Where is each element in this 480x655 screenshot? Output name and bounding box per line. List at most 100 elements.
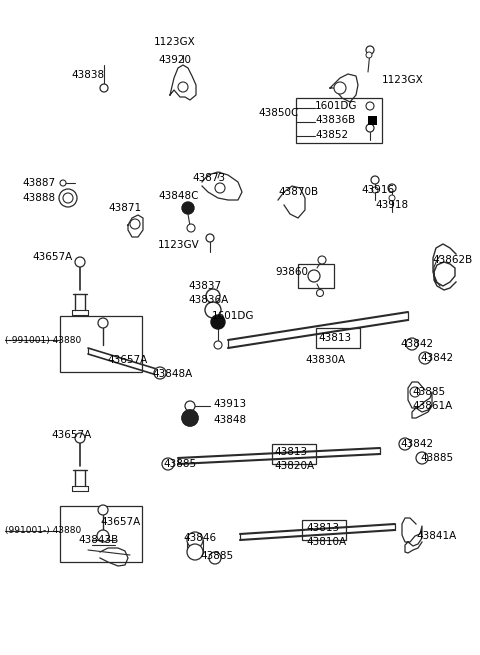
Text: 1601DG: 1601DG [315, 101, 358, 111]
Bar [296, 98, 382, 143]
Text: 43848: 43848 [213, 415, 246, 425]
Text: 43836A: 43836A [188, 295, 228, 305]
Text: 43838: 43838 [72, 70, 105, 80]
Bar [316, 328, 360, 348]
Circle shape [366, 46, 374, 54]
Text: 43836B: 43836B [315, 115, 355, 125]
Bar [298, 264, 334, 288]
Circle shape [182, 410, 198, 426]
Text: 43888: 43888 [22, 193, 55, 203]
Text: 43842: 43842 [400, 339, 433, 349]
Circle shape [206, 234, 214, 242]
Text: (991001-) 43880: (991001-) 43880 [5, 525, 81, 534]
Text: 43657A: 43657A [33, 252, 73, 262]
Circle shape [416, 452, 428, 464]
Circle shape [75, 433, 85, 443]
Text: 43843B: 43843B [78, 535, 118, 545]
Circle shape [366, 52, 372, 58]
Text: 43887: 43887 [22, 178, 55, 188]
Bar [272, 444, 316, 464]
Text: 43813: 43813 [318, 333, 351, 343]
Circle shape [366, 102, 374, 110]
Circle shape [182, 202, 194, 214]
Text: 43885: 43885 [200, 551, 233, 561]
Text: 43913: 43913 [213, 399, 246, 409]
Circle shape [60, 180, 66, 186]
Circle shape [214, 341, 222, 349]
Text: 43842: 43842 [420, 353, 453, 363]
Circle shape [419, 352, 431, 364]
Circle shape [97, 530, 109, 542]
Circle shape [130, 219, 140, 229]
Text: 43885: 43885 [412, 387, 445, 397]
Text: 43657A: 43657A [107, 355, 147, 365]
Text: 43862B: 43862B [432, 255, 472, 265]
Circle shape [209, 552, 221, 564]
Text: 43837: 43837 [188, 281, 221, 291]
Circle shape [162, 458, 174, 470]
Circle shape [389, 195, 395, 201]
Circle shape [187, 224, 195, 232]
Text: 43852: 43852 [315, 130, 348, 140]
Circle shape [308, 270, 320, 282]
Circle shape [410, 387, 420, 397]
Text: 93860: 93860 [275, 267, 308, 277]
Circle shape [316, 290, 324, 297]
Circle shape [211, 315, 225, 329]
Text: 43842: 43842 [400, 439, 433, 449]
Circle shape [406, 338, 418, 350]
Text: 43885: 43885 [163, 459, 196, 469]
Text: 43916: 43916 [361, 185, 395, 195]
Text: 43850C: 43850C [258, 108, 299, 118]
Text: 1123GV: 1123GV [158, 240, 200, 250]
Text: 1123GX: 1123GX [154, 37, 196, 47]
Text: 43820A: 43820A [274, 461, 314, 471]
Text: 43920: 43920 [158, 55, 192, 65]
Circle shape [388, 184, 396, 192]
Circle shape [215, 183, 225, 193]
Circle shape [366, 124, 374, 132]
Circle shape [187, 544, 203, 560]
Circle shape [371, 176, 379, 184]
Text: 43861A: 43861A [412, 401, 452, 411]
Circle shape [399, 438, 411, 450]
Text: 43873: 43873 [192, 173, 225, 183]
Text: 43810A: 43810A [306, 537, 346, 547]
Text: 43813: 43813 [274, 447, 307, 457]
Text: 43846: 43846 [183, 533, 216, 543]
Text: 43848C: 43848C [158, 191, 199, 201]
Bar [302, 520, 346, 540]
Circle shape [187, 532, 203, 548]
Text: (-991001) 43880: (-991001) 43880 [5, 335, 81, 345]
Text: 43657A: 43657A [52, 430, 92, 440]
Text: 43918: 43918 [375, 200, 408, 210]
Bar [60, 506, 142, 562]
Text: 1601DG: 1601DG [212, 311, 254, 321]
Text: 43813: 43813 [306, 523, 339, 533]
Bar [368, 116, 377, 125]
Circle shape [154, 367, 166, 379]
Text: 43885: 43885 [420, 453, 453, 463]
Circle shape [206, 289, 220, 303]
Circle shape [98, 318, 108, 328]
Circle shape [63, 193, 73, 203]
Text: 1123GX: 1123GX [382, 75, 424, 85]
Text: 43871: 43871 [108, 203, 141, 213]
Circle shape [334, 82, 346, 94]
Circle shape [75, 257, 85, 267]
Text: 43657A: 43657A [100, 517, 140, 527]
Circle shape [100, 84, 108, 92]
Circle shape [182, 410, 198, 426]
Circle shape [205, 302, 221, 318]
Circle shape [318, 256, 326, 264]
Text: 43830A: 43830A [305, 355, 345, 365]
Circle shape [185, 401, 195, 411]
Text: 43841A: 43841A [416, 531, 456, 541]
Text: 43848A: 43848A [152, 369, 192, 379]
Circle shape [59, 189, 77, 207]
Circle shape [98, 505, 108, 515]
Circle shape [372, 187, 378, 193]
Circle shape [178, 82, 188, 92]
Bar [60, 316, 142, 372]
Text: 43870B: 43870B [278, 187, 318, 197]
